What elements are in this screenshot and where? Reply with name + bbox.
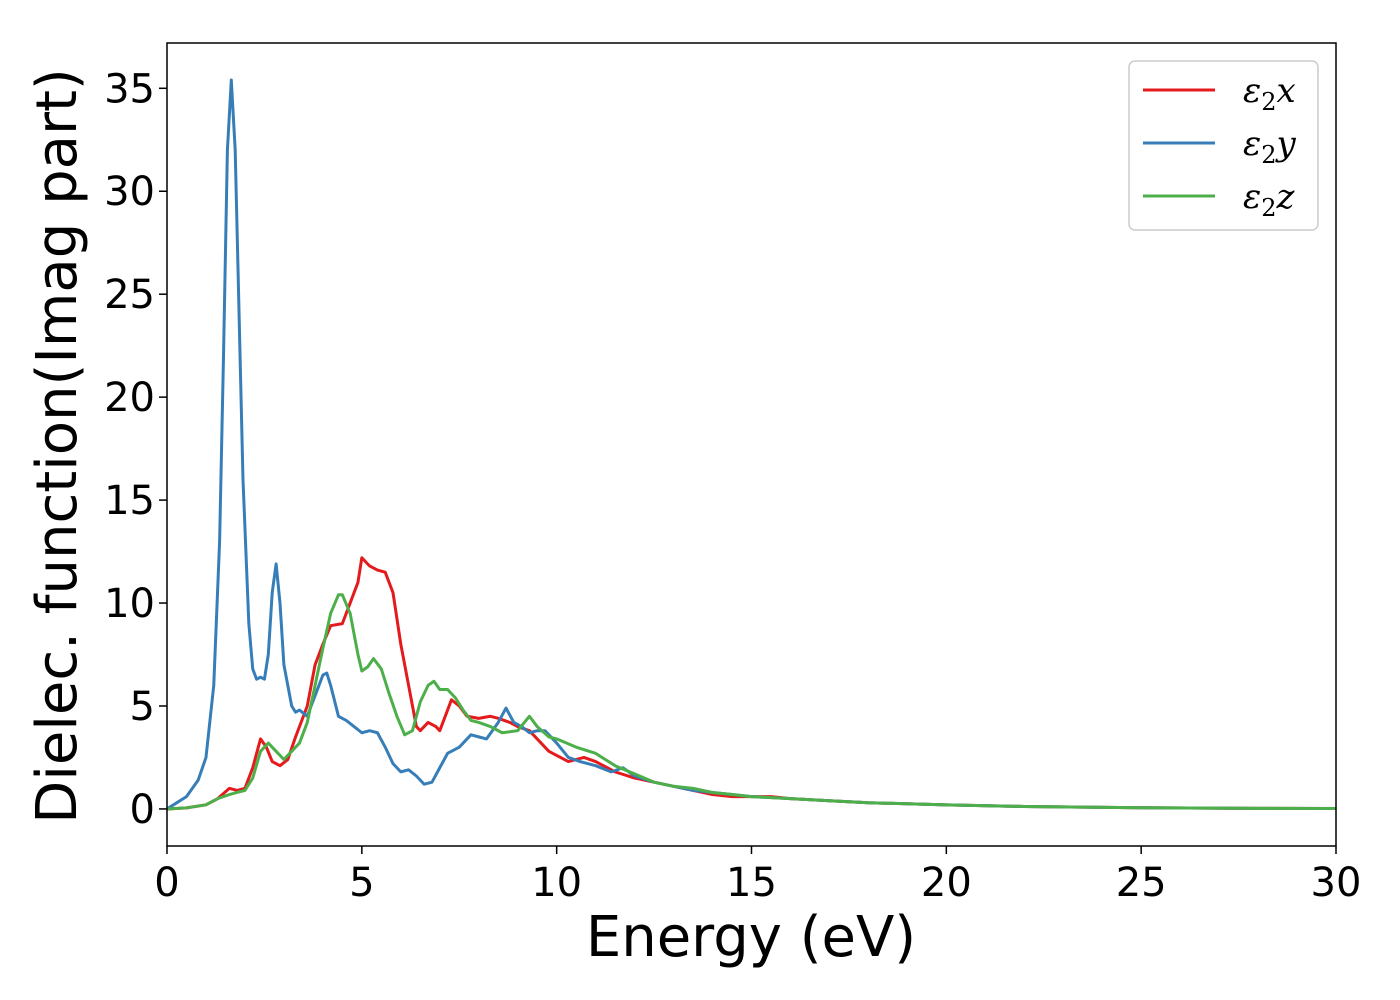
y-tick-label: 0	[130, 787, 155, 833]
x-tick-label: 30	[1311, 860, 1362, 906]
legend: ε2x ε2y ε2z	[1128, 60, 1319, 231]
x-tick-label: 10	[531, 860, 582, 906]
series-line-x	[167, 556, 1336, 811]
series-line-z	[167, 593, 1336, 811]
y-tick-label: 10	[104, 581, 155, 627]
y-tick-label: 15	[104, 478, 155, 524]
legend-label-x: ε2x	[1243, 71, 1296, 116]
x-tick-label: 0	[154, 860, 179, 906]
y-tick-label: 20	[104, 375, 155, 421]
y-tick-label: 35	[104, 66, 155, 112]
y-axis-ticks: 0 5 10 15 20 25 30 35	[104, 66, 167, 833]
x-tick-label: 5	[349, 860, 374, 906]
x-tick-label: 25	[1116, 860, 1167, 906]
x-axis-label: Energy (eV)	[586, 905, 916, 970]
x-tick-label: 20	[921, 860, 972, 906]
series-layer	[167, 78, 1336, 811]
y-tick-label: 5	[130, 684, 155, 730]
x-axis-ticks: 0 5 10 15 20 25 30	[154, 846, 1361, 906]
legend-label-y: ε2y	[1243, 124, 1297, 169]
y-tick-label: 25	[104, 272, 155, 318]
y-axis-label: Dielec. function(Imag part)	[25, 68, 90, 824]
x-tick-label: 15	[726, 860, 777, 906]
legend-label-z: ε2z	[1243, 177, 1296, 222]
legend-box	[1128, 60, 1319, 231]
y-tick-label: 30	[104, 169, 155, 215]
